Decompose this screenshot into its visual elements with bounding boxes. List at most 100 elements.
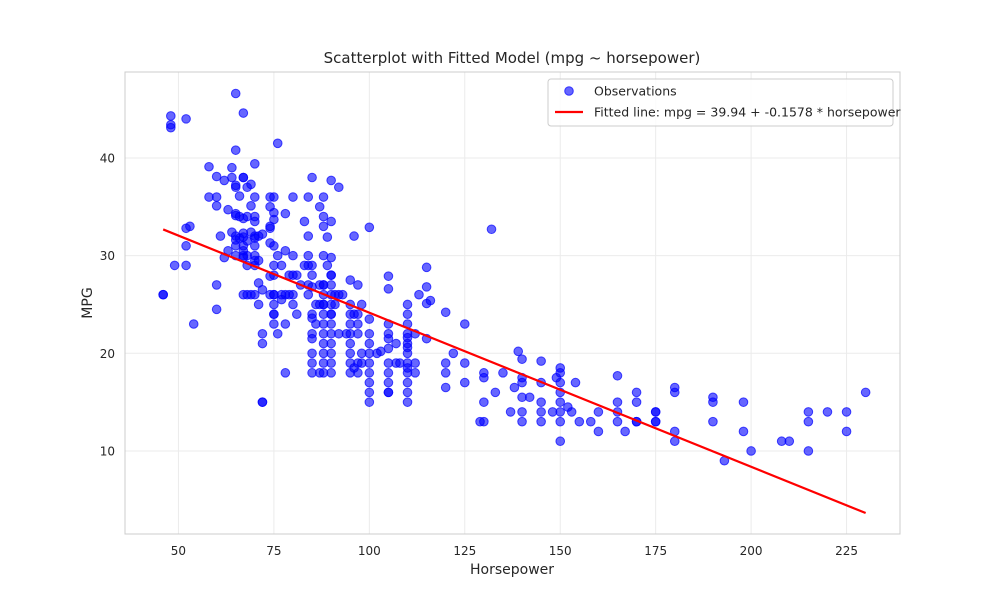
data-point <box>250 192 260 202</box>
data-point <box>333 182 344 193</box>
data-point <box>211 280 222 290</box>
data-point <box>345 338 356 349</box>
data-point <box>288 289 298 300</box>
data-point <box>326 338 336 349</box>
data-point <box>353 309 363 320</box>
data-point <box>524 392 535 403</box>
data-point <box>326 216 336 227</box>
data-point <box>803 416 814 427</box>
data-point <box>181 241 191 251</box>
data-point <box>517 354 527 364</box>
data-point <box>536 397 546 407</box>
data-point <box>223 204 233 215</box>
data-point <box>364 397 375 407</box>
x-tick-label: 225 <box>835 544 858 558</box>
data-point <box>593 426 604 437</box>
data-point <box>307 348 317 359</box>
data-point <box>738 426 749 437</box>
data-point <box>383 343 394 354</box>
data-point <box>517 416 527 427</box>
data-point <box>280 245 291 256</box>
data-point <box>227 172 237 183</box>
data-point <box>181 260 191 271</box>
x-axis-ticks: 50 75 100 125 150 175 200 225 <box>171 544 858 558</box>
data-point <box>555 377 566 388</box>
data-point <box>166 119 176 130</box>
data-point <box>349 231 359 241</box>
data-point <box>257 338 268 349</box>
plot-area <box>125 72 900 534</box>
data-point <box>230 88 241 99</box>
data-point <box>612 397 623 407</box>
data-point <box>269 192 279 202</box>
data-point <box>299 216 310 227</box>
data-point <box>269 319 279 329</box>
data-point <box>490 387 501 398</box>
data-point <box>421 262 432 273</box>
data-point <box>536 356 546 366</box>
data-point <box>555 397 566 407</box>
data-point <box>402 377 413 388</box>
data-point <box>211 192 222 202</box>
data-point <box>555 407 566 417</box>
data-point <box>391 338 401 349</box>
data-point <box>364 368 375 378</box>
y-tick-label: 30 <box>100 249 115 263</box>
data-point <box>459 319 470 329</box>
data-point <box>803 407 814 417</box>
data-point <box>234 191 245 201</box>
data-point <box>566 407 577 417</box>
data-point <box>215 231 226 241</box>
data-point <box>238 108 249 118</box>
y-tick-label: 10 <box>100 444 115 458</box>
data-point <box>555 436 566 447</box>
x-axis-title: Horsepower <box>470 562 554 578</box>
data-point <box>307 270 317 280</box>
data-point <box>250 289 260 300</box>
fitted-line <box>162 228 867 515</box>
data-point <box>364 387 375 398</box>
x-tick-label: 200 <box>740 544 763 558</box>
data-point <box>280 208 291 219</box>
data-point <box>505 407 516 417</box>
data-point <box>631 397 642 407</box>
data-point <box>402 299 413 310</box>
data-point <box>326 358 336 368</box>
data-point <box>326 368 336 378</box>
data-point <box>364 338 375 349</box>
data-point <box>253 299 264 310</box>
data-point <box>410 368 420 378</box>
data-point <box>479 397 489 407</box>
data-point <box>421 282 432 292</box>
x-tick-label: 175 <box>644 544 667 558</box>
data-point <box>269 241 279 251</box>
data-point <box>479 416 489 427</box>
data-point <box>738 397 749 407</box>
data-point <box>353 328 363 339</box>
data-point <box>280 319 291 329</box>
data-point <box>345 275 356 285</box>
data-point <box>257 328 268 339</box>
data-point <box>291 270 302 280</box>
data-point <box>517 407 527 417</box>
data-point <box>211 201 222 211</box>
data-point <box>230 145 241 155</box>
x-tick-label: 150 <box>549 544 572 558</box>
data-point <box>383 377 394 388</box>
x-tick-label: 125 <box>453 544 476 558</box>
data-point <box>291 309 302 320</box>
data-point <box>238 172 249 183</box>
data-point <box>280 368 291 378</box>
data-point <box>211 304 222 315</box>
data-point <box>669 387 680 398</box>
data-point <box>257 229 268 239</box>
data-point <box>269 309 279 320</box>
data-point <box>555 368 566 378</box>
data-point <box>353 319 363 329</box>
data-point <box>250 241 260 251</box>
data-point <box>288 299 298 310</box>
data-point <box>448 348 459 359</box>
data-point <box>708 416 718 427</box>
data-point <box>330 299 340 310</box>
